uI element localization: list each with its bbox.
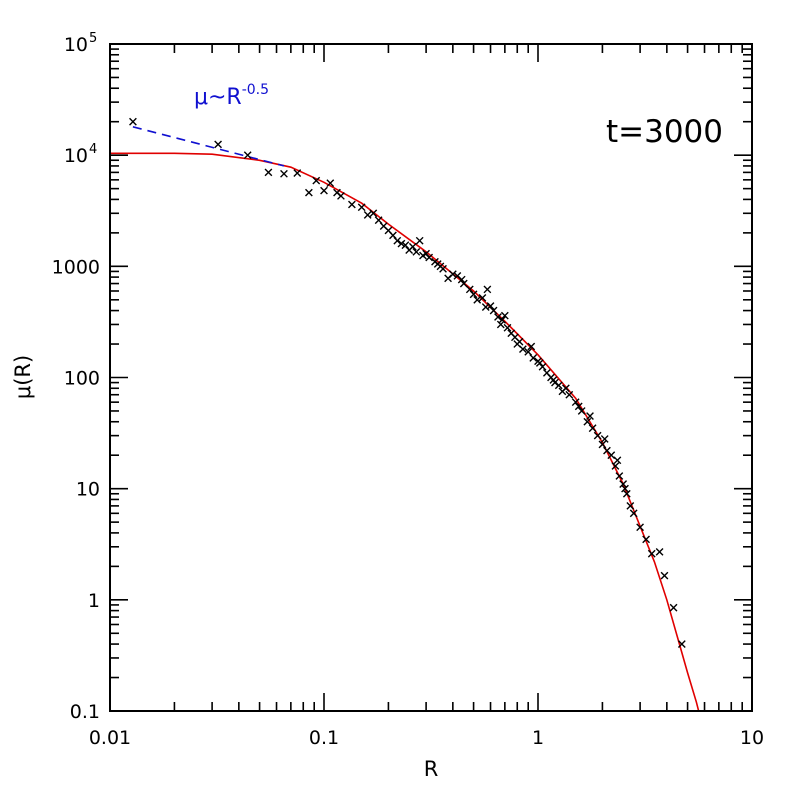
- reference-slope-label: μ~R-0.5: [194, 82, 269, 110]
- data-point: [433, 260, 442, 268]
- data-point: [593, 431, 602, 440]
- data-point: [600, 435, 609, 443]
- data-point: [574, 402, 583, 411]
- data-point: [264, 168, 273, 177]
- data-point: [326, 179, 335, 188]
- data-point: [642, 535, 650, 544]
- data-point: [448, 270, 457, 279]
- data-point: [655, 547, 664, 556]
- data-point: [408, 242, 417, 251]
- reference-slope-base: μ~R: [194, 85, 242, 110]
- data-point: [615, 472, 624, 480]
- data-point: [549, 376, 558, 384]
- data-point: [561, 384, 570, 393]
- data-point: [389, 231, 397, 240]
- data-point: [473, 295, 482, 304]
- x-tick-label: 1: [532, 727, 544, 749]
- data-point: [660, 571, 669, 580]
- data-point: [305, 188, 313, 197]
- data-point: [622, 489, 631, 498]
- data-point: [425, 253, 434, 262]
- data-point: [280, 169, 288, 178]
- data-point: [677, 640, 686, 648]
- data-point: [621, 484, 629, 493]
- data-point: [626, 501, 635, 510]
- data-point: [669, 603, 678, 612]
- data-point: [363, 211, 372, 219]
- data-point: [498, 315, 507, 324]
- data-point: [629, 509, 638, 518]
- data-point: [496, 320, 505, 329]
- data-point: [478, 294, 487, 302]
- data-point: [524, 347, 533, 356]
- data-point: [459, 279, 468, 288]
- y-tick-exponent: 5: [89, 31, 97, 46]
- y-axis-label: μ(R): [11, 355, 35, 399]
- data-point: [515, 337, 524, 346]
- data-point: [494, 313, 502, 321]
- x-tick-label: 10: [740, 727, 764, 749]
- data-point: [312, 176, 321, 185]
- data-point: [636, 523, 644, 532]
- data-point: [393, 236, 402, 245]
- data-point: [613, 456, 622, 465]
- data-point: [611, 462, 620, 470]
- y-tick-exponent: 4: [89, 142, 97, 157]
- data-point: [481, 303, 490, 311]
- data-point: [369, 209, 378, 218]
- data-point: [412, 247, 421, 256]
- x-tick-label: 0.1: [309, 727, 339, 749]
- data-point: [469, 290, 478, 299]
- data-point: [598, 440, 607, 449]
- data-point: [129, 117, 137, 126]
- data-point: [320, 186, 328, 195]
- fit-curve: [110, 152, 700, 711]
- y-tick-label: 10: [64, 34, 88, 56]
- time-annotation: t=3000: [606, 114, 723, 150]
- y-tick-label: 10: [64, 145, 88, 167]
- data-point: [577, 407, 586, 415]
- data-point: [457, 275, 466, 284]
- data-point: [538, 362, 547, 371]
- data-point: [619, 480, 628, 488]
- data-point: [571, 398, 580, 407]
- data-point: [415, 236, 424, 245]
- data-point: [465, 285, 474, 294]
- x-tick-label: 0.01: [89, 727, 131, 749]
- data-point: [293, 169, 302, 177]
- data-point: [401, 241, 410, 250]
- data-point: [483, 285, 492, 294]
- data-point: [529, 354, 538, 362]
- x-axis-label: R: [424, 757, 439, 781]
- data-point: [337, 192, 345, 200]
- y-tick-label: 100: [64, 368, 100, 390]
- reference-slope-exp: -0.5: [242, 82, 269, 98]
- data-point: [489, 306, 498, 315]
- data-point: [500, 311, 509, 320]
- data-point: [347, 200, 356, 209]
- data-point: [535, 359, 544, 367]
- data-point: [588, 424, 597, 433]
- reference-slope-line: [132, 126, 285, 167]
- plot-area: [110, 117, 700, 711]
- y-tick-label: 1: [88, 590, 100, 612]
- y-tick-label: 0.1: [70, 701, 100, 723]
- data-point: [503, 323, 512, 332]
- data-point: [607, 451, 616, 460]
- y-tick-label: 10: [76, 479, 100, 501]
- data-point: [243, 151, 252, 160]
- axis-ticks: [109, 44, 752, 712]
- data-point: [583, 417, 592, 426]
- data-point: [565, 390, 574, 399]
- chart-marks: [110, 117, 700, 711]
- data-point: [527, 342, 536, 351]
- y-tick-label: 1000: [52, 256, 100, 278]
- data-point: [214, 140, 222, 149]
- data-point: [519, 345, 527, 354]
- data-point: [357, 203, 366, 212]
- data-point: [586, 412, 594, 420]
- data-point: [647, 549, 656, 558]
